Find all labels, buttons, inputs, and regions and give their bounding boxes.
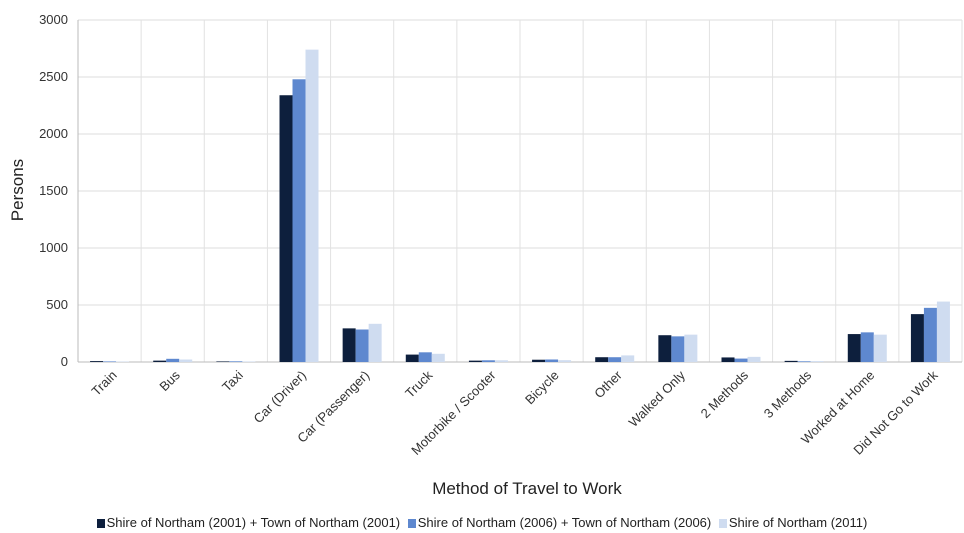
legend-item-2006: Shire of Northam (2006) + Town of Northa…	[407, 515, 712, 530]
y-tick-label: 0	[61, 354, 68, 369]
bar-2-bus	[166, 358, 180, 362]
x-tick-label: Train	[88, 368, 119, 399]
bar-2-car-passenger	[355, 329, 369, 362]
grid	[77, 19, 963, 363]
bar-3-taxi	[242, 361, 256, 362]
bar-2-2-methods	[734, 358, 748, 362]
bar-2-truck	[418, 352, 432, 362]
legend: Shire of Northam (2001) + Town of Northa…	[0, 515, 964, 530]
bar-3-other	[621, 355, 635, 362]
bar-2-walked-only	[671, 336, 685, 362]
y-tick-label: 3000	[39, 12, 68, 27]
bar-2-did-not-go-to-work	[923, 307, 937, 362]
y-tick-label: 2000	[39, 126, 68, 141]
bar-1-did-not-go-to-work	[910, 314, 924, 362]
x-tick-label: Walked Only	[626, 367, 689, 430]
legend-swatch-2006	[407, 519, 416, 528]
x-tick-label: Car (Driver)	[251, 368, 310, 427]
y-tick-labels: 0 500 1000 1500 2000 2500 3000	[39, 12, 68, 369]
legend-label-2011: Shire of Northam (2011)	[728, 515, 868, 530]
bar-1-truck	[405, 354, 419, 362]
x-tick-label: Taxi	[219, 367, 246, 394]
bar-1-walked-only	[658, 335, 672, 362]
x-tick-labels: Train Bus Taxi Car (Driver)Car (Passenger) T…	[88, 367, 940, 458]
x-tick-label: Bicycle	[522, 368, 562, 408]
bar-3-did-not-go-to-work	[936, 301, 950, 362]
legend-swatch-2011	[718, 519, 727, 528]
x-tick-label: Truck	[402, 367, 436, 401]
bar-3-walked-only	[684, 334, 698, 362]
bar-2-other	[608, 357, 622, 362]
bar-1-worked-at-home	[847, 334, 861, 362]
y-tick-label: 1500	[39, 183, 68, 198]
bar-1-bicycle	[532, 359, 546, 362]
y-tick-label: 2500	[39, 69, 68, 84]
bar-2-train	[103, 361, 117, 362]
bar-1-taxi	[216, 361, 230, 362]
bar-3-3-methods	[810, 361, 824, 362]
bar-3-bicycle	[558, 360, 572, 362]
bar-1-other	[595, 357, 609, 362]
bar-3-motorbike-scooter	[494, 360, 508, 362]
bar-2-car-driver	[292, 79, 306, 362]
x-tick-label: Bus	[156, 367, 183, 394]
bar-1-2-methods	[721, 357, 735, 362]
bar-1-bus	[153, 360, 167, 362]
y-tick-label: 500	[46, 297, 68, 312]
y-tick-label: 1000	[39, 240, 68, 255]
bar-3-car-driver	[305, 49, 319, 362]
bar-3-car-passenger	[368, 323, 382, 362]
bar-2-worked-at-home	[860, 332, 874, 362]
x-tick-label: Other	[591, 367, 625, 401]
x-tick-label: 3 Methods	[761, 367, 815, 421]
bar-chart: 0 500 1000 1500 2000 2500 3000 Train Bus Taxi Car…	[8, 12, 963, 498]
bar-1-train	[90, 361, 104, 362]
legend-item-2011: Shire of Northam (2011)	[718, 515, 868, 530]
bar-1-car-passenger	[342, 328, 356, 362]
x-axis-title: Method of Travel to Work	[432, 479, 622, 498]
bar-1-motorbike-scooter	[468, 360, 482, 362]
bar-2-motorbike-scooter	[481, 360, 495, 362]
x-tick-label: 2 Methods	[698, 367, 752, 421]
bars	[90, 49, 950, 363]
y-axis-title: Persons	[8, 159, 27, 221]
bar-2-bicycle	[545, 359, 559, 362]
bar-2-3-methods	[797, 361, 811, 362]
bar-1-3-methods	[784, 360, 798, 362]
bar-3-bus	[179, 359, 193, 362]
bar-3-truck	[431, 353, 445, 362]
bar-3-worked-at-home	[873, 334, 887, 362]
bar-3-2-methods	[747, 356, 761, 362]
bar-1-car-driver	[279, 95, 293, 363]
legend-swatch-2001	[96, 519, 105, 528]
legend-label-2006: Shire of Northam (2006) + Town of Northa…	[417, 515, 712, 530]
bar-2-taxi	[229, 361, 243, 362]
legend-item-2001: Shire of Northam (2001) + Town of Northa…	[96, 515, 401, 530]
legend-label-2001: Shire of Northam (2001) + Town of Northa…	[106, 515, 401, 530]
